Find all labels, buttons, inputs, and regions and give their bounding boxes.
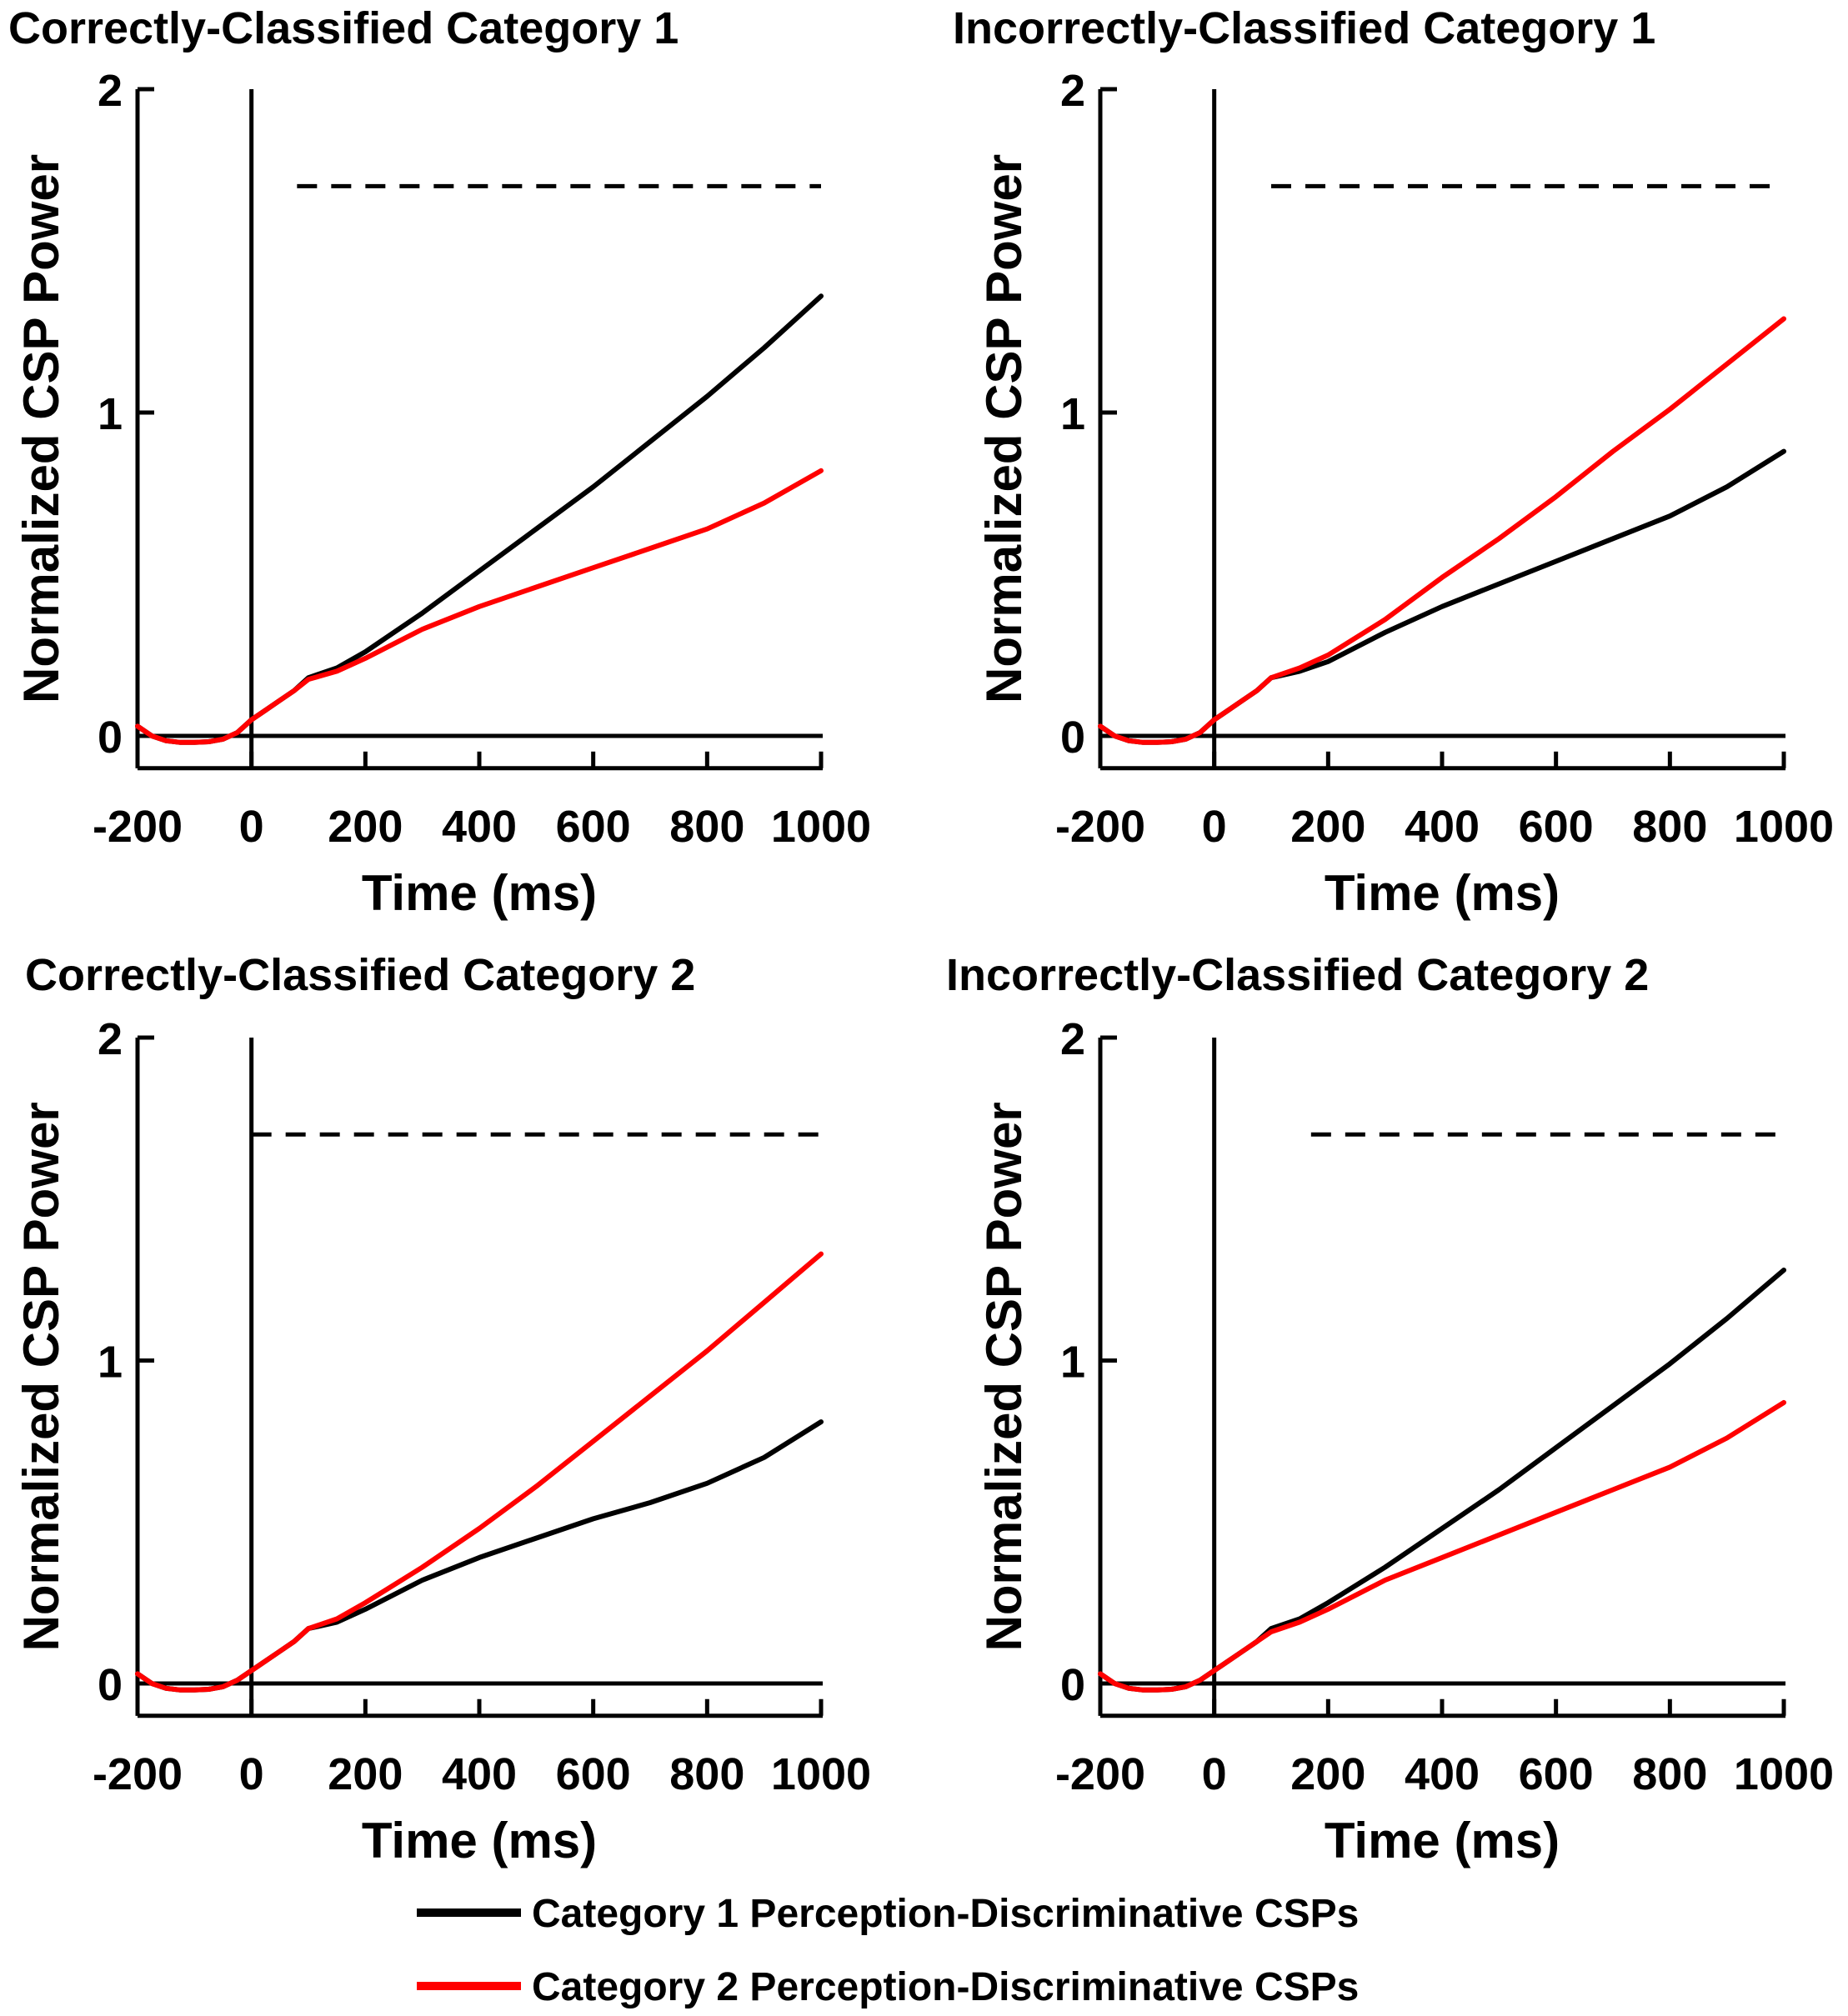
x-tick-label: 400 xyxy=(442,1749,517,1799)
y-tick-label: 2 xyxy=(1060,1014,1085,1064)
x-tick-label: 800 xyxy=(669,1749,744,1799)
x-tick-label: 400 xyxy=(442,802,517,852)
x-tick-label: -200 xyxy=(1055,1749,1145,1799)
y-tick-label: 2 xyxy=(98,66,123,116)
x-tick-label: 800 xyxy=(1632,802,1707,852)
panel-1: Correctly-Classified Category 1 0 1 2 -200 0 2… xyxy=(8,3,871,921)
series-line-category-2 xyxy=(135,1251,824,1693)
series-line-category-2 xyxy=(1098,316,1786,745)
panel-4: Incorrectly-Classified Category 2 0 1 2 -200… xyxy=(946,950,1834,1868)
y-tick-label: 1 xyxy=(98,389,123,439)
x-tick-label: 600 xyxy=(1519,802,1594,852)
x-tick-label: -200 xyxy=(93,1749,183,1799)
panel-title: Correctly-Classified Category 2 xyxy=(25,950,695,1000)
legend-label-category-2: Category 2 Perception-Discriminative CSP… xyxy=(532,1965,1359,2009)
series-line-category-2 xyxy=(1098,1399,1786,1693)
x-axis-label: Time (ms) xyxy=(362,1813,597,1868)
x-tick-label: 200 xyxy=(328,802,403,852)
series-line-category-2 xyxy=(135,468,824,745)
legend: Category 1 Perception-Discriminative CSP… xyxy=(417,1892,1359,2009)
x-tick-label: 400 xyxy=(1405,802,1480,852)
series-line-category-1 xyxy=(135,293,824,745)
panel-title: Incorrectly-Classified Category 2 xyxy=(946,950,1649,1000)
x-tick-label: 600 xyxy=(556,802,631,852)
y-tick-label: 1 xyxy=(1060,1338,1085,1388)
panel-title: Correctly-Classified Category 1 xyxy=(8,3,679,53)
x-tick-label: 200 xyxy=(1290,802,1365,852)
x-tick-label: 1000 xyxy=(771,802,871,852)
series-line-category-1 xyxy=(1098,1268,1786,1693)
x-tick-label: -200 xyxy=(93,802,183,852)
x-tick-label: 1000 xyxy=(1734,802,1834,852)
y-axis-label: Normalized CSP Power xyxy=(976,1102,1032,1651)
x-tick-label: 0 xyxy=(1202,1749,1227,1799)
x-tick-label: 600 xyxy=(1519,1749,1594,1799)
y-axis-label: Normalized CSP Power xyxy=(13,1102,69,1651)
x-axis-label: Time (ms) xyxy=(1325,1813,1560,1868)
y-tick-label: 0 xyxy=(1060,713,1085,763)
x-axis-label: Time (ms) xyxy=(362,865,597,921)
y-tick-label: 1 xyxy=(98,1338,123,1388)
y-tick-label: 0 xyxy=(98,713,123,763)
panels: Correctly-Classified Category 1 0 1 2 -200 0 2… xyxy=(8,3,1834,1868)
x-tick-label: 1000 xyxy=(1734,1749,1834,1799)
y-tick-label: 1 xyxy=(1060,389,1085,439)
x-tick-label: 1000 xyxy=(771,1749,871,1799)
panel-title: Incorrectly-Classified Category 1 xyxy=(953,3,1655,53)
series-line-category-1 xyxy=(135,1419,824,1693)
x-tick-label: -200 xyxy=(1055,802,1145,852)
legend-label-category-1: Category 1 Perception-Discriminative CSP… xyxy=(532,1892,1359,1936)
x-tick-label: 800 xyxy=(669,802,744,852)
x-axis-label: Time (ms) xyxy=(1325,865,1560,921)
y-tick-label: 2 xyxy=(98,1014,123,1064)
x-tick-label: 200 xyxy=(328,1749,403,1799)
series-line-category-1 xyxy=(1098,448,1786,745)
x-tick-label: 0 xyxy=(1202,802,1227,852)
x-tick-label: 800 xyxy=(1632,1749,1707,1799)
x-tick-label: 400 xyxy=(1405,1749,1480,1799)
panel-2: Incorrectly-Classified Category 1 0 1 2 -200… xyxy=(953,3,1834,921)
y-tick-label: 0 xyxy=(98,1660,123,1710)
x-tick-label: 600 xyxy=(556,1749,631,1799)
x-tick-label: 200 xyxy=(1290,1749,1365,1799)
y-axis-label: Normalized CSP Power xyxy=(13,154,69,703)
x-tick-label: 0 xyxy=(239,1749,264,1799)
x-tick-label: 0 xyxy=(239,802,264,852)
y-tick-label: 2 xyxy=(1060,66,1085,116)
y-axis-label: Normalized CSP Power xyxy=(976,154,1032,703)
y-tick-label: 0 xyxy=(1060,1660,1085,1710)
panel-3: Correctly-Classified Category 2 0 1 2 -200 0 2… xyxy=(13,950,871,1868)
